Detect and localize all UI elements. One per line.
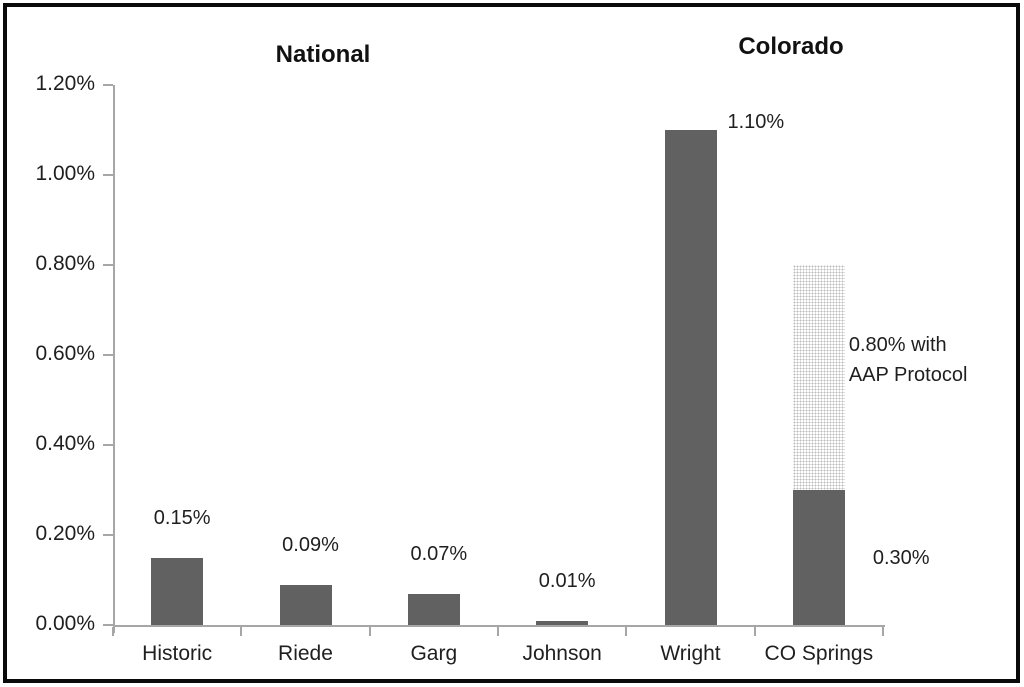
bar-johnson [536, 620, 589, 625]
bar-label-riede: 0.09% [282, 533, 339, 556]
x-axis-tick [368, 627, 371, 636]
x-axis-label-johnson: Johnson [522, 642, 602, 665]
x-axis-label-riede: Riede [278, 642, 333, 665]
y-axis-label: 0.20% [35, 522, 95, 545]
bar-label-co-springs: 0.30% [872, 547, 930, 569]
y-axis-tick [103, 444, 113, 446]
x-axis-label-co-springs: CO Springs [764, 642, 874, 665]
bar-label-wright: 1.10% [727, 111, 785, 133]
x-axis-label-wright: Wright [660, 642, 721, 665]
bar-co-springs-dotted-extension [792, 265, 845, 490]
bar-label-johnson: 0.01% [538, 569, 596, 592]
x-axis-tick [882, 627, 884, 636]
y-axis-label: 0.60% [35, 342, 95, 365]
y-axis-line [113, 85, 115, 633]
y-axis-label: 1.20% [35, 72, 95, 95]
bar-label-garg: 0.07% [410, 542, 468, 565]
x-axis-tick [497, 627, 499, 636]
bar-historic [151, 557, 204, 625]
x-axis-label-historic: Historic [142, 642, 213, 665]
y-axis-label: 0.80% [35, 252, 95, 275]
y-axis-tick [103, 534, 113, 536]
y-axis-tick [103, 174, 113, 176]
x-axis-tick [112, 627, 114, 636]
x-axis-line [113, 625, 885, 627]
bar-label-co-springs-extension: 0.80% with AAP Protocol [848, 334, 968, 386]
group-title-national: National [275, 41, 371, 68]
group-title-colorado: Colorado [738, 33, 844, 60]
y-axis-tick [103, 264, 113, 266]
y-axis-label: 1.00% [35, 162, 95, 185]
x-axis-tick [625, 627, 628, 636]
x-axis-tick [753, 627, 756, 636]
bar-garg [407, 593, 460, 625]
x-axis-label-garg: Garg [410, 642, 458, 665]
bar-co-springs [792, 490, 845, 625]
y-axis-tick [103, 354, 113, 356]
x-axis-tick [240, 627, 243, 636]
bar-riede [279, 584, 332, 625]
y-axis-tick [103, 84, 113, 86]
y-axis-label: 0.40% [35, 432, 95, 455]
y-axis-label: 0.00% [35, 612, 95, 635]
y-axis-tick [103, 624, 113, 626]
bar-wright [664, 130, 717, 625]
bar-label-historic: 0.15% [153, 506, 211, 529]
